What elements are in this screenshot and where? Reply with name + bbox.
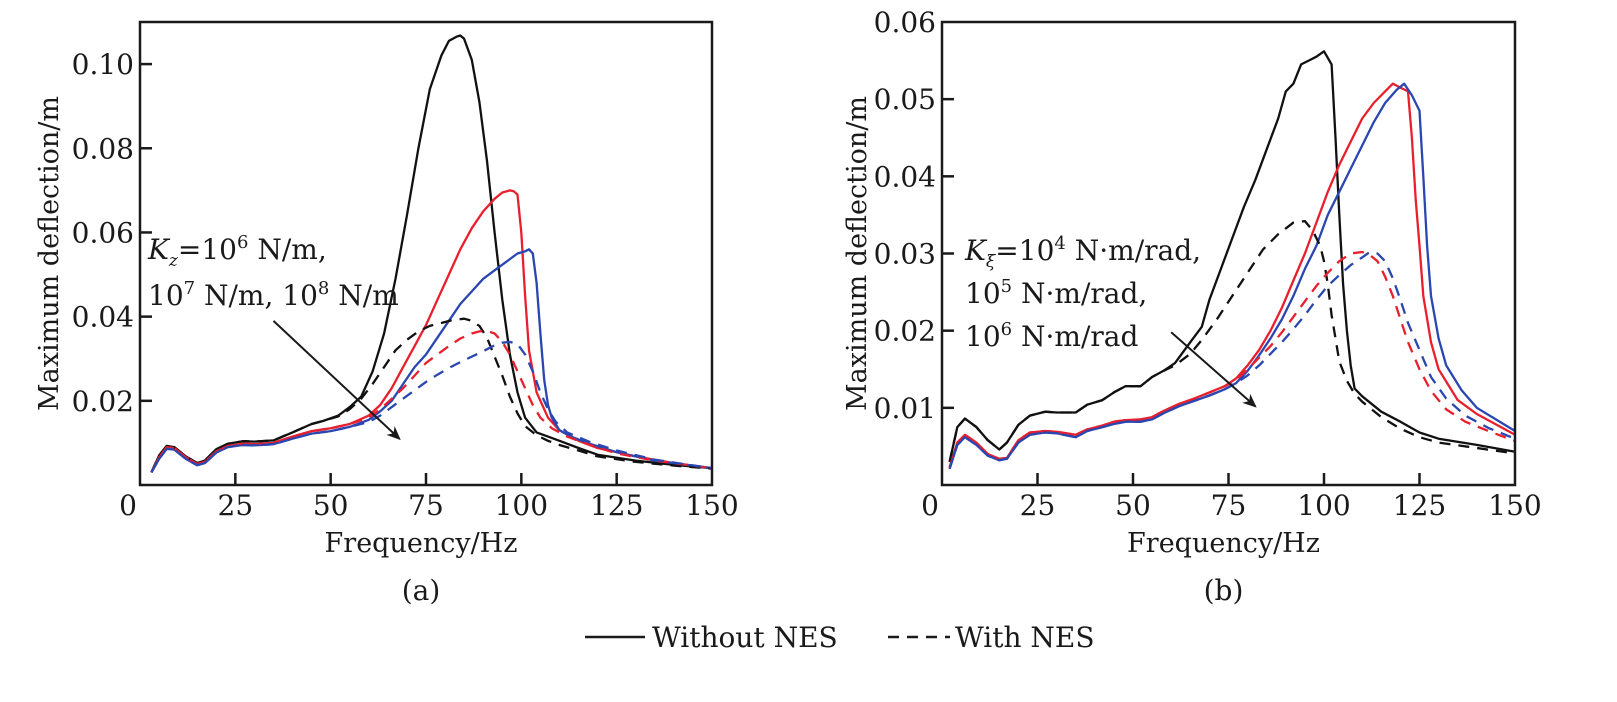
y-tick-label: 0.02 [72, 385, 134, 418]
y-tick-label: 0.08 [72, 132, 134, 165]
x-tick-label: 125 [590, 489, 643, 522]
legend-label-with-nes: With NES [955, 621, 1095, 654]
x-tick-label: 75 [1211, 489, 1247, 522]
x-tick-label: 50 [1115, 489, 1151, 522]
panel-b-series [948, 50, 1516, 470]
legend: Without NES With NES [585, 621, 1095, 654]
panel-b-x-axis-title: Frequency/Hz [1127, 528, 1320, 559]
series-line-red-dashed [948, 250, 1516, 468]
x-tick-label: 75 [408, 489, 444, 522]
panel-a-arrow [272, 320, 401, 441]
y-tick-label: 0.02 [874, 315, 936, 348]
series-line-blue-dashed [150, 340, 713, 473]
y-tick-label: 0.05 [874, 83, 936, 116]
y-tick-label: 0.10 [72, 48, 134, 81]
y-tick-label: 0.03 [874, 238, 936, 271]
panel-b-annot-line2: 105 N·m/rad, [965, 276, 1147, 310]
panel-a-ticks: 0 25 50 75 100 125 150 0.02 0.04 0.06 0.08 0.10 [72, 48, 739, 522]
y-tick-label: 0.01 [874, 392, 936, 425]
series-line-blue-solid [150, 248, 713, 473]
series-line-black-dashed [150, 317, 713, 473]
panel-a-annotation: Kz=106 N/m, 107 N/m, 108 N/m [147, 232, 401, 441]
y-tick-label: 0.06 [874, 6, 936, 39]
panel-b-annotation: Kξ=104 N·m/rad, 105 N·m/rad, 106 N·m/rad [964, 233, 1257, 408]
panel-a-caption: (a) [402, 574, 441, 607]
x-tick-label: 150 [685, 489, 738, 522]
x-tick-label: 50 [313, 489, 349, 522]
y-tick-label: 0.04 [874, 160, 936, 193]
x-tick-label: 100 [495, 489, 548, 522]
panel-a: 0 25 50 75 100 125 150 0.02 0.04 0.06 0.08 0.10 Kz=… [34, 20, 739, 607]
x-tick-label: 150 [1488, 489, 1541, 522]
y-tick-label: 0.06 [72, 216, 134, 249]
panel-b-arrow [1170, 331, 1257, 408]
panel-a-annot-line1: Kz=106 N/m, [147, 232, 327, 271]
series-line-black-solid [150, 34, 713, 473]
panel-b-y-axis-title: Maximum deflection/m [842, 96, 873, 411]
panel-b-annot-line3: 106 N·m/rad [965, 319, 1138, 353]
series-line-red-solid [150, 189, 713, 473]
panel-b-ticks: 0 25 50 75 100 125 150 0.01 0.02 0.03 0.04 0.05 0.06 [874, 6, 1542, 522]
x-tick-label: 25 [1020, 489, 1056, 522]
x-tick-label: 0 [921, 489, 939, 522]
legend-label-without-nes: Without NES [652, 621, 838, 654]
panel-a-x-axis-title: Frequency/Hz [325, 528, 518, 559]
x-tick-label: 100 [1297, 489, 1350, 522]
panel-a-annot-line2: 107 N/m, 108 N/m [148, 278, 399, 312]
x-tick-label: 0 [119, 489, 137, 522]
panel-b-caption: (b) [1204, 574, 1244, 607]
x-tick-label: 125 [1393, 489, 1446, 522]
series-line-black-dashed [948, 219, 1516, 463]
panel-b-annot-line1: Kξ=104 N·m/rad, [964, 233, 1201, 272]
x-tick-label: 25 [218, 489, 254, 522]
panel-b: 0 25 50 75 100 125 150 0.01 0.02 0.03 0.04 0.05 0.06… [842, 6, 1542, 607]
series-line-red-dashed [150, 329, 713, 473]
series-line-blue-dashed [948, 250, 1516, 470]
y-tick-label: 0.04 [72, 301, 134, 334]
panel-a-series [150, 34, 713, 473]
panel-a-y-axis-title: Maximum deflection/m [34, 96, 65, 411]
